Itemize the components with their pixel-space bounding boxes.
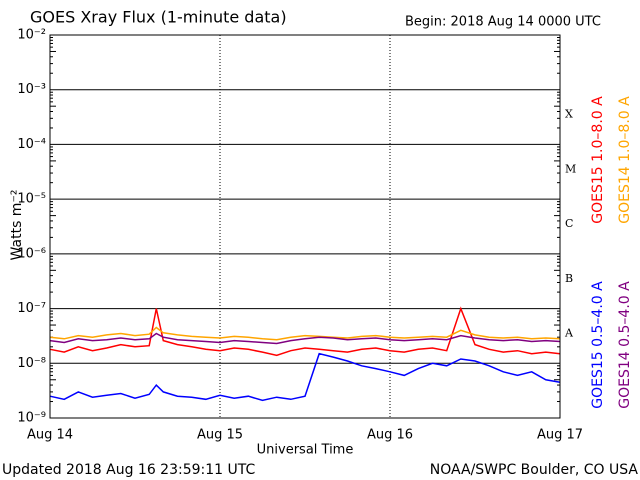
series-line <box>49 326 561 341</box>
x-tick-label: Aug 16 <box>367 428 413 443</box>
y-tick-label: 10⁻⁸ <box>17 356 46 371</box>
legend-label: GOES15 0.5–4.0 A <box>590 281 606 409</box>
x-tick-label: Aug 17 <box>537 428 583 443</box>
y-tick-label: 10⁻⁹ <box>17 411 46 426</box>
series-line <box>49 306 561 357</box>
class-label: X <box>565 108 573 121</box>
class-label: A <box>564 327 574 340</box>
legend-label: GOES14 1.0–8.0 A <box>617 96 633 224</box>
x-axis-label: Universal Time <box>257 443 354 458</box>
y-axis-label: Watts m⁻² <box>9 190 25 261</box>
x-tick-label: Aug 15 <box>197 428 243 443</box>
series-line <box>49 332 561 345</box>
y-tick-label: 10⁻⁶ <box>17 246 46 261</box>
x-tick-label: Aug 14 <box>27 428 73 443</box>
series-line <box>49 352 561 402</box>
chart-subtitle: Begin: 2018 Aug 14 0000 UTC <box>405 15 601 30</box>
class-label: M <box>565 162 576 175</box>
chart-title: GOES Xray Flux (1-minute data) <box>30 8 287 27</box>
y-tick-label: 10⁻⁵ <box>17 192 46 207</box>
y-tick-label: 10⁻⁷ <box>17 301 46 316</box>
y-tick-label: 10⁻² <box>17 28 46 43</box>
legend-label: GOES14 0.5–4.0 A <box>617 281 633 409</box>
class-label: B <box>565 272 573 285</box>
y-tick-label: 10⁻³ <box>17 82 46 97</box>
footer-right: NOAA/SWPC Boulder, CO USA <box>430 462 639 478</box>
class-label: C <box>565 217 573 230</box>
plot-frame <box>49 34 561 419</box>
y-tick-label: 10⁻⁴ <box>17 137 46 152</box>
legend-label: GOES15 1.0–8.0 A <box>590 96 606 224</box>
footer-left: Updated 2018 Aug 16 23:59:11 UTC <box>2 462 255 478</box>
